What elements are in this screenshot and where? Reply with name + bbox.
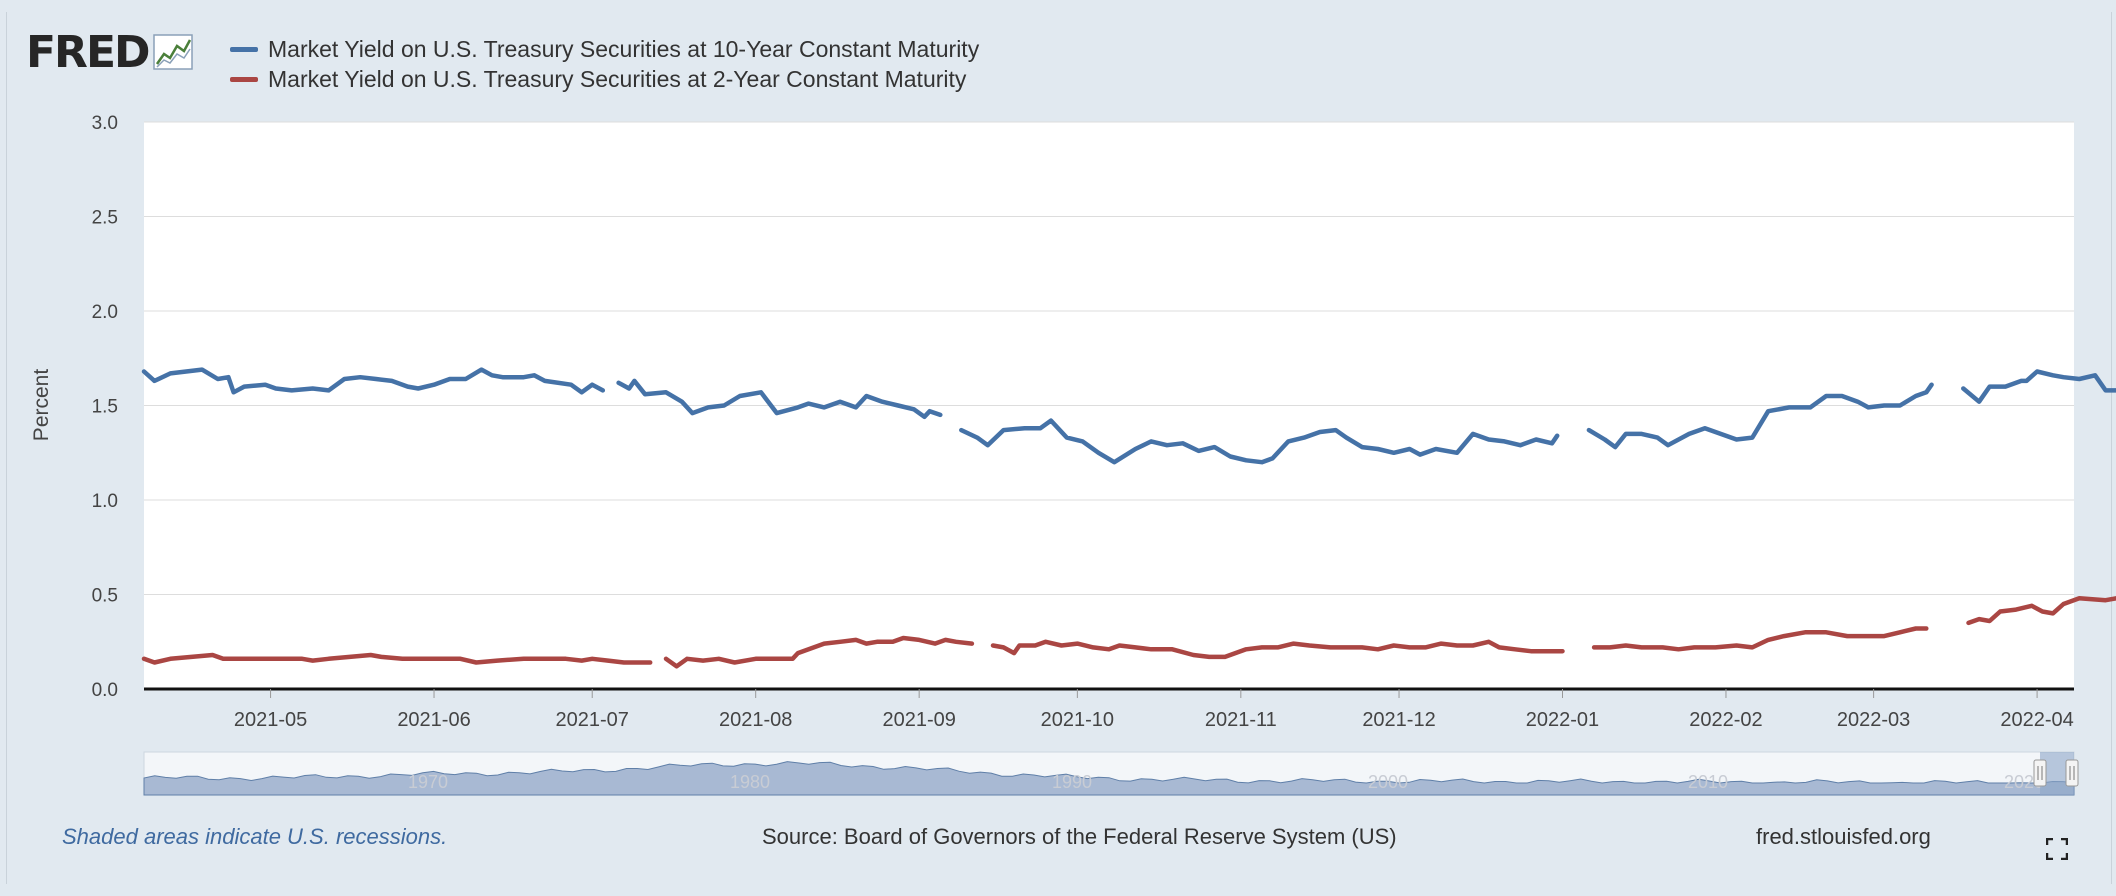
navigator-handle[interactable] [2033,759,2047,787]
y-tick-label: 0.0 [92,680,118,701]
x-tick-label: 2021-11 [1205,709,1277,731]
legend-label-10yr: Market Yield on U.S. Treasury Securities… [268,35,980,62]
series-line [990,639,1565,660]
y-axis-label: Percent [30,369,53,442]
x-tick-label: 2021-07 [556,709,629,731]
fred-url[interactable]: fred.stlouisfed.org [1756,824,1931,849]
series-line [141,367,606,395]
logo-text: FRED [26,26,151,78]
x-tick-label: 2022-03 [1837,709,1910,731]
y-tick-label: 1.0 [92,491,118,512]
y-tick-label: 0.5 [92,586,118,607]
y-tick-label: 3.0 [92,113,118,134]
x-tick-label: 2022-01 [1526,709,1599,731]
legend-item-2yr[interactable]: Market Yield on U.S. Treasury Securities… [230,64,979,94]
fred-logo[interactable]: FRED [26,26,193,78]
legend-swatch-10yr [230,46,258,52]
series-line [616,378,943,420]
legend: Market Yield on U.S. Treasury Securities… [230,34,979,94]
source-text: Source: Board of Governors of the Federa… [762,824,1397,849]
series-line [1961,369,2116,404]
series-line [1586,382,1934,450]
series-line [1591,626,1929,652]
series-10yr [141,367,2116,465]
line-chart: Percent 0.0 0.5 1.0 1.5 2.0 2.5 3.0 2021-05 2021… [30,113,2116,796]
legend-item-10yr[interactable]: Market Yield on U.S. Treasury Securities… [230,34,979,64]
series-line [959,418,1560,465]
x-tick-label: 2021-09 [882,709,955,731]
navigator-year-label: 1970 [408,772,448,792]
legend-label-2yr: Market Yield on U.S. Treasury Securities… [268,65,967,92]
x-tick-label: 2021-12 [1362,709,1435,731]
y-tick-label: 1.5 [92,397,118,418]
navigator-year-label: 2010 [1688,772,1728,792]
legend-swatch-2yr [230,76,258,82]
navigator-year-label: 1990 [1052,772,1092,792]
x-tick-label: 2021-08 [719,709,792,731]
x-tick-label: 2022-02 [1689,709,1762,731]
navigator-area [143,761,2075,796]
series-2yr [141,595,2116,669]
series-line [141,652,653,665]
x-tick-label: 2021-05 [234,709,307,731]
navigator-handle[interactable] [2065,759,2079,787]
series-line [1966,595,2116,626]
recession-note: Shaded areas indicate U.S. recessions. [62,824,448,849]
x-tick-label: 2021-10 [1041,709,1114,731]
y-tick-label: 2.0 [92,302,118,323]
navigator-year-label: 2000 [1368,772,1408,792]
navigator-year-label: 1980 [730,772,770,792]
chart-line-icon [152,34,193,70]
y-tick-label: 2.5 [92,208,118,229]
x-tick-label: 2021-06 [397,709,470,731]
series-line [663,635,975,669]
x-tick-label: 2022-04 [2000,709,2073,731]
fullscreen-icon[interactable] [2046,838,2068,860]
